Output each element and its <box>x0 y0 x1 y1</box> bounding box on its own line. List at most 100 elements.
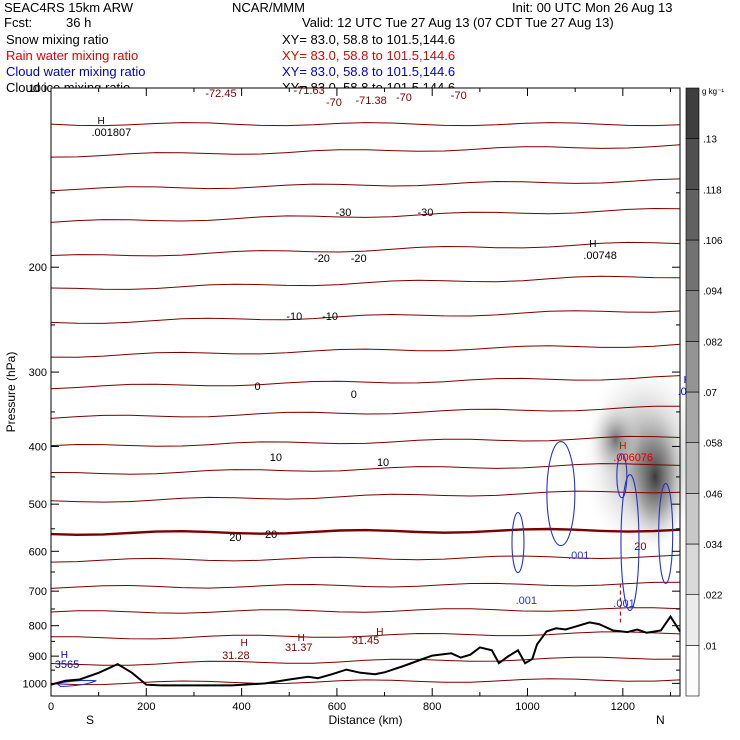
temperature-label: 10 <box>377 457 389 469</box>
temperature-label: -70 <box>326 97 342 109</box>
temperature-label: 20 <box>634 541 646 553</box>
temperature-label: 20 <box>229 532 241 544</box>
maximum-mark: H <box>240 638 247 649</box>
x-tick-label: 200 <box>137 701 155 713</box>
colorbar-level-label: .058 <box>703 439 723 450</box>
maximum-value: .00748 <box>583 250 617 262</box>
temperature-contour <box>50 207 681 223</box>
cloud-water-label: .001 <box>613 598 634 610</box>
colorbar-level-label: .13 <box>703 135 717 146</box>
colorbar-level-label: .034 <box>703 540 723 551</box>
cloud-water-contour <box>546 441 576 547</box>
temperature-label: 10 <box>270 452 282 464</box>
colorbar-bin <box>685 290 700 342</box>
colorbar-level-label: .094 <box>703 287 723 298</box>
init-time: Init: 00 UTC Mon 26 Aug 13 <box>512 0 673 15</box>
temperature-contour <box>50 581 681 589</box>
temperature-contours <box>50 122 681 686</box>
colorbar-level-label: .118 <box>703 185 722 196</box>
temperature-contour <box>50 310 681 324</box>
field-snow-xy: XY= 83.0, 58.8 to 101.5,144.6 <box>282 32 456 47</box>
maximum-mark: H <box>61 650 68 661</box>
temperature-contour <box>50 527 681 537</box>
fcst-label: Fcst: <box>4 15 33 30</box>
colorbar-bin <box>685 239 700 291</box>
temperature-label: -20 <box>351 253 367 265</box>
colorbar-bin <box>685 493 700 545</box>
terrain-profile <box>50 614 681 687</box>
colorbar-bin <box>685 543 700 595</box>
temperature-contour <box>50 656 681 666</box>
cloud-water-contour <box>658 482 674 585</box>
temperature-contour <box>50 343 681 358</box>
maximum-value: .001807 <box>92 127 132 139</box>
temperature-contour <box>50 122 681 127</box>
model-title: SEAC4RS 15km ARW <box>4 0 134 15</box>
x-tick-label: 1200 <box>611 701 635 713</box>
temperature-label: 31.28 <box>222 650 250 662</box>
temperature-contour <box>50 435 681 447</box>
colorbar-level-label: .01 <box>703 641 717 652</box>
fcst-value: 36 h <box>66 15 92 30</box>
colorbar-level-label: .07 <box>703 388 717 399</box>
temperature-label: -70 <box>396 92 412 104</box>
colorbar-bin <box>685 87 700 139</box>
temperature-contour <box>50 678 681 686</box>
y-tick-label: 200 <box>29 262 47 274</box>
y-tick-label: 800 <box>29 621 47 633</box>
colorbar-unit: g kg⁻¹ <box>702 87 724 96</box>
temperature-contour <box>50 607 681 614</box>
temperature-label: -72.45 <box>205 88 236 100</box>
colorbar-level-label: .022 <box>703 591 723 602</box>
y-axis-label: Pressure (hPa) <box>4 352 18 433</box>
x-tick-label: 400 <box>232 701 250 713</box>
colorbar-level-label: .082 <box>703 337 723 348</box>
temperature-contour <box>50 463 681 475</box>
cloud-ice-shading <box>582 364 707 555</box>
temperature-contour <box>51 631 681 640</box>
cloud-water-contour <box>616 453 628 499</box>
cloud-water-label: .001 <box>516 595 537 607</box>
cloud-water-label: .001 <box>568 550 589 562</box>
colorbar-bin <box>685 442 700 494</box>
temperature-label: 0 <box>254 381 260 393</box>
colorbar-bin <box>685 189 700 241</box>
colorbar: .01 .022 .034 .046 .058 .07 .082 .094 .106 .118 .1… <box>685 87 724 697</box>
y-tick-label: 100 <box>29 83 47 95</box>
colorbar-bin <box>685 138 700 190</box>
colorbar-bin <box>685 645 700 697</box>
y-tick-label: 1000 <box>23 678 47 690</box>
temperature-label: -10 <box>286 311 302 323</box>
field-rain-name: Rain water mixing ratio <box>6 48 139 63</box>
temperature-label: 0 <box>351 389 357 401</box>
y-tick-label: 600 <box>29 546 47 558</box>
ice-shade-secondary <box>589 399 642 480</box>
field-snow-name: Snow mixing ratio <box>6 32 109 47</box>
temperature-contour <box>50 144 681 158</box>
x-end-label-north: N <box>656 713 665 727</box>
x-axis-label: Distance (km) <box>328 713 402 727</box>
y-tick-label: 900 <box>29 651 47 663</box>
temperature-label: -71.63 <box>294 85 325 97</box>
maximum-mark: H <box>376 627 383 638</box>
temperature-label: -30 <box>417 207 433 219</box>
org-title: NCAR/MMM <box>232 0 305 15</box>
temperature-contour <box>50 375 681 390</box>
temperature-contour <box>50 178 681 192</box>
temperature-label: -70 <box>451 90 467 102</box>
colorbar-bin <box>685 341 700 393</box>
maximum-mark: H <box>298 633 305 644</box>
terrain-line <box>50 614 681 687</box>
colorbar-bin <box>685 594 700 646</box>
temperature-contour <box>50 405 680 419</box>
x-tick-label: 0 <box>48 701 54 713</box>
colorbar-level-label: .046 <box>703 489 723 500</box>
field-cloudwater-name: Cloud water mixing ratio <box>6 64 146 79</box>
x-tick-label: 800 <box>423 701 441 713</box>
cloud-water-contour <box>55 679 97 688</box>
x-end-label-south: S <box>86 713 94 727</box>
temperature-label: 31.37 <box>285 642 313 654</box>
cloud-water-contour <box>511 511 525 574</box>
maximum-value: 3565 <box>55 659 79 671</box>
